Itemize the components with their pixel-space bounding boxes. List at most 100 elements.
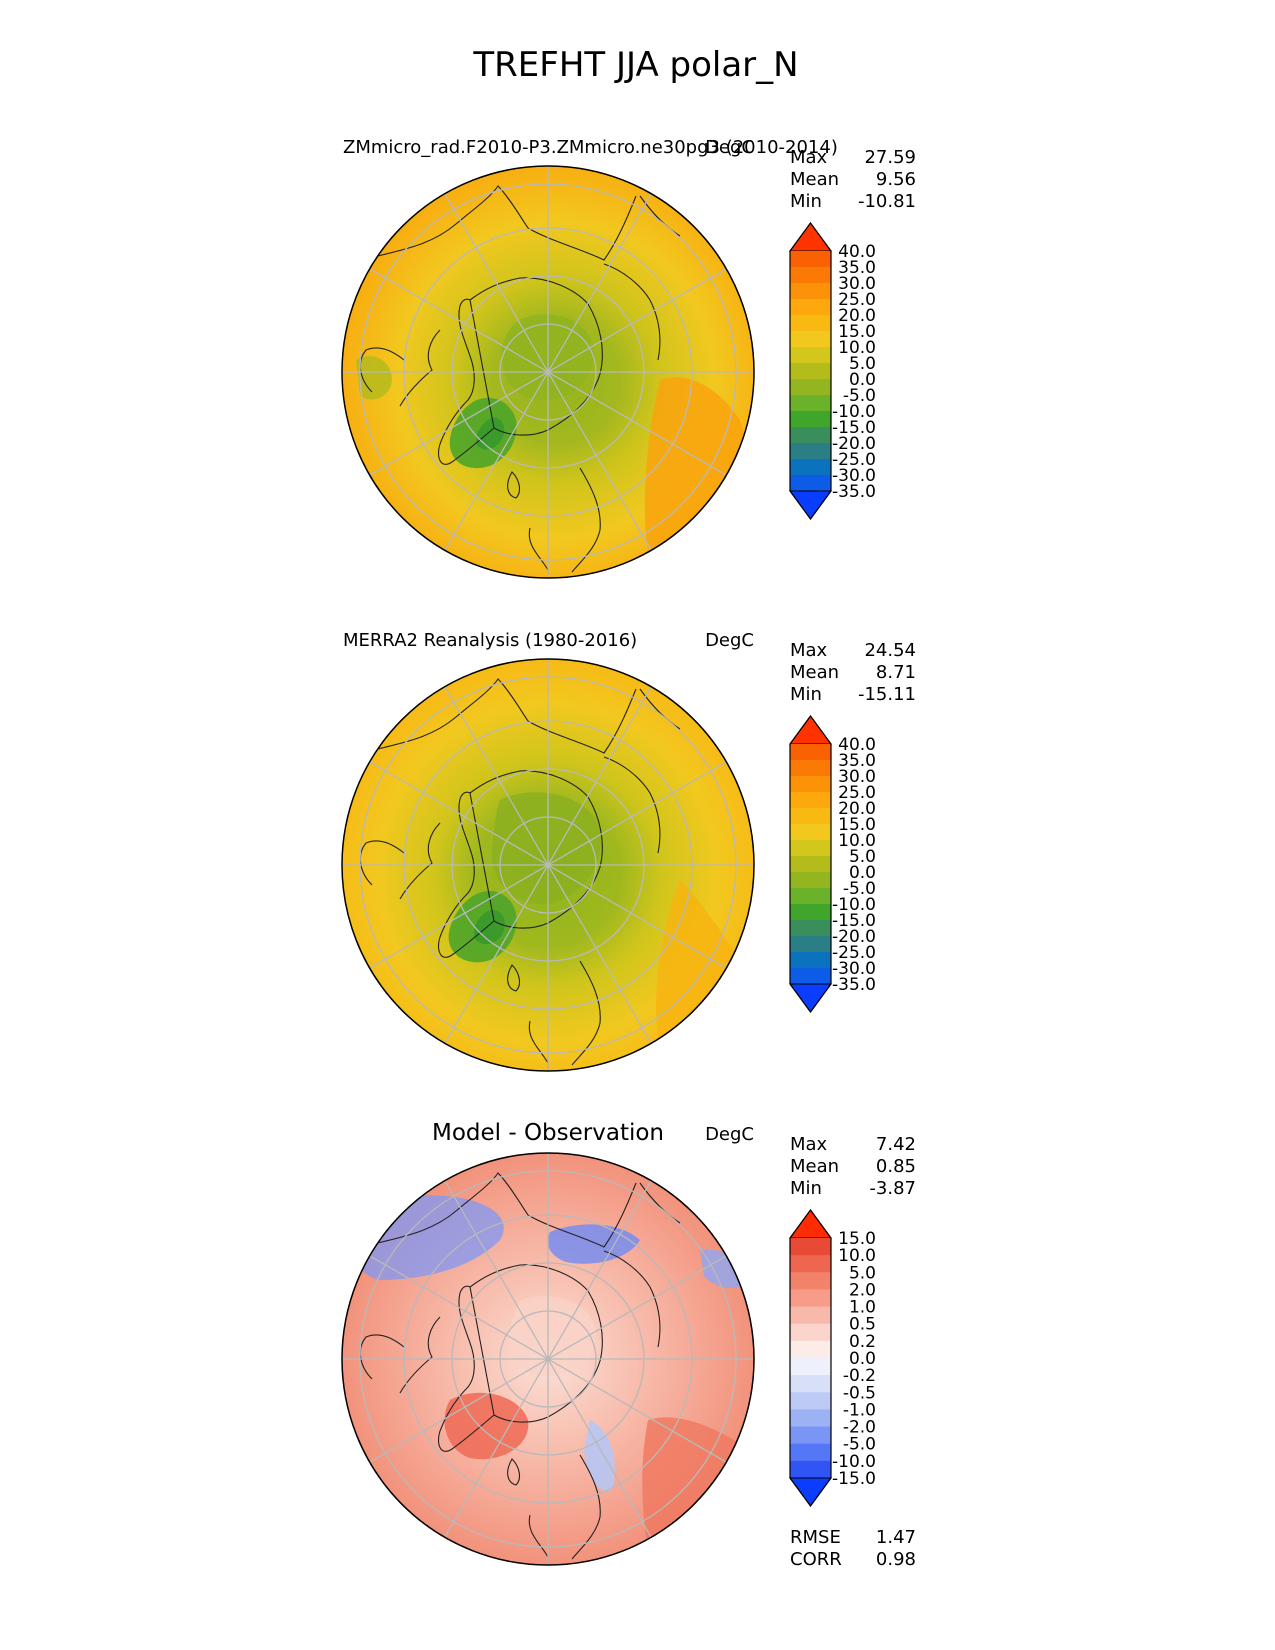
colorbar-bin — [790, 824, 831, 841]
colorbar-extend-max — [789, 715, 832, 745]
colorbar-tick-label: 15.0 — [838, 815, 876, 835]
colorbar-bin — [790, 952, 831, 969]
colorbar-tick-label: -30.0 — [832, 959, 876, 979]
colorbar-tick-label: -15.0 — [832, 418, 876, 438]
colorbar-bin — [790, 379, 831, 396]
stat-mean-value: 8.71 — [876, 662, 916, 683]
panel-observation-units: DegC — [705, 630, 754, 651]
colorbar-bin — [790, 1340, 831, 1359]
colorbar-tick-label: 0.2 — [849, 1332, 876, 1352]
stats-difference: Max 7.42 Mean 0.85 Min -3.87 — [790, 1134, 916, 1199]
stat-max-value: 7.42 — [876, 1134, 916, 1155]
stat-min-value: -3.87 — [869, 1178, 916, 1199]
colorbar-bin — [790, 920, 831, 937]
colorbar-tick-label: -1.0 — [843, 1400, 876, 1420]
colorbar-tick-label: -30.0 — [832, 466, 876, 486]
colorbar-bin — [790, 1409, 831, 1428]
colorbar-bin — [790, 968, 831, 985]
colorbar-bin — [790, 331, 831, 348]
colorbar-bin — [790, 872, 831, 889]
stat-min-value: -15.11 — [858, 684, 916, 705]
colorbar-difference: 15.010.05.02.01.00.50.20.0-0.2-0.5-1.0-2… — [789, 1208, 876, 1508]
colorbar-bin — [790, 856, 831, 873]
colorbar-bin — [790, 251, 831, 268]
colorbar-bin — [790, 904, 831, 921]
stats-observation: Max 24.54 Mean 8.71 Min -15.11 — [790, 640, 916, 705]
colorbar-extend-min — [789, 983, 832, 1013]
panel-model: ZMmicro_rad.F2010-P3.ZMmicro.ne30pg3 (20… — [341, 137, 916, 579]
colorbar-bin — [790, 411, 831, 428]
colorbar-tick-label: 35.0 — [838, 258, 876, 278]
stat-min-label: Min — [790, 1178, 822, 1199]
panel-observation: MERRA2 Reanalysis (1980-2016) DegC — [341, 630, 916, 1072]
colorbar-bin — [790, 315, 831, 332]
metric-corr-value: 0.98 — [876, 1549, 916, 1570]
colorbar-tick-label: 5.0 — [849, 354, 876, 374]
colorbar-tick-label: -15.0 — [832, 1469, 876, 1489]
colorbar-bin — [790, 1443, 831, 1462]
colorbar-tick-label: 15.0 — [838, 1229, 876, 1249]
colorbar-tick-label: -10.0 — [832, 1452, 876, 1472]
colorbar-tick-label: 10.0 — [838, 338, 876, 358]
map-observation — [341, 658, 755, 1072]
panel-observation-title: MERRA2 Reanalysis (1980-2016) — [343, 630, 637, 651]
colorbar-bin — [790, 1375, 831, 1393]
colorbar-extend-max — [789, 222, 832, 252]
colorbar-bin — [790, 1272, 831, 1290]
map-model-grid — [342, 166, 754, 578]
colorbar-bin — [790, 443, 831, 460]
stat-min-value: -10.81 — [858, 191, 916, 212]
colorbar-bin — [790, 459, 831, 476]
colorbar-bin — [790, 1255, 831, 1273]
colorbar-bin — [790, 840, 831, 857]
colorbar-tick-label: -35.0 — [832, 482, 876, 502]
colorbar-tick-label: 25.0 — [838, 290, 876, 310]
stat-max-label: Max — [790, 640, 828, 661]
stat-mean-label: Mean — [790, 662, 839, 683]
colorbar-bin — [790, 1323, 831, 1342]
stats-model: Max 27.59 Mean 9.56 Min -10.81 — [790, 147, 916, 212]
colorbar-bin — [790, 299, 831, 316]
colorbar-bin — [790, 1392, 831, 1410]
colorbar-tick-label: -20.0 — [832, 927, 876, 947]
colorbar-tick-label: 35.0 — [838, 751, 876, 771]
colorbar-tick-label: 40.0 — [838, 735, 876, 755]
stat-max-label: Max — [790, 1134, 828, 1155]
stat-max-label: Max — [790, 147, 828, 168]
map-difference-coastlines — [359, 1172, 681, 1565]
colorbar-bin — [790, 475, 831, 492]
map-difference — [341, 1152, 755, 1566]
colorbar-extend-max — [789, 1209, 832, 1239]
colorbar-tick-label: 0.0 — [849, 1349, 876, 1369]
stat-mean-value: 9.56 — [876, 169, 916, 190]
colorbar-tick-label: 0.5 — [849, 1315, 876, 1335]
panel-model-title: ZMmicro_rad.F2010-P3.ZMmicro.ne30pg3 (20… — [343, 137, 838, 158]
colorbar-tick-label: 30.0 — [838, 274, 876, 294]
metrics-difference: RMSE 1.47 CORR 0.98 — [790, 1527, 916, 1570]
colorbar-bin — [790, 1306, 831, 1325]
colorbar-tick-label: 20.0 — [838, 799, 876, 819]
metric-rmse-label: RMSE — [790, 1527, 841, 1548]
colorbar-tick-label: -5.0 — [843, 386, 876, 406]
colorbar-bin — [790, 1289, 831, 1308]
colorbar-bin — [790, 888, 831, 905]
colorbar-tick-label: -0.5 — [843, 1383, 876, 1403]
colorbar-tick-label: 2.0 — [849, 1280, 876, 1300]
stat-mean-label: Mean — [790, 1156, 839, 1177]
colorbar-observation: 40.035.030.025.020.015.010.05.00.0-5.0-1… — [789, 714, 876, 1014]
colorbar-tick-label: 10.0 — [838, 1246, 876, 1266]
colorbar-outline — [789, 221, 832, 521]
colorbar-tick-label: 1.0 — [849, 1298, 876, 1318]
stat-max-value: 27.59 — [864, 147, 916, 168]
colorbar-tick-label: 20.0 — [838, 306, 876, 326]
colorbar-tick-label: 5.0 — [849, 847, 876, 867]
map-observation-grid — [342, 659, 754, 1071]
colorbar-tick-label: -25.0 — [832, 450, 876, 470]
colorbar-tick-label: 40.0 — [838, 242, 876, 262]
map-model — [341, 165, 755, 579]
colorbar-bin — [790, 792, 831, 809]
figure-title: TREFHT JJA polar_N — [472, 45, 798, 85]
colorbar-bin — [790, 1460, 831, 1479]
colorbar-tick-label: -35.0 — [832, 975, 876, 995]
